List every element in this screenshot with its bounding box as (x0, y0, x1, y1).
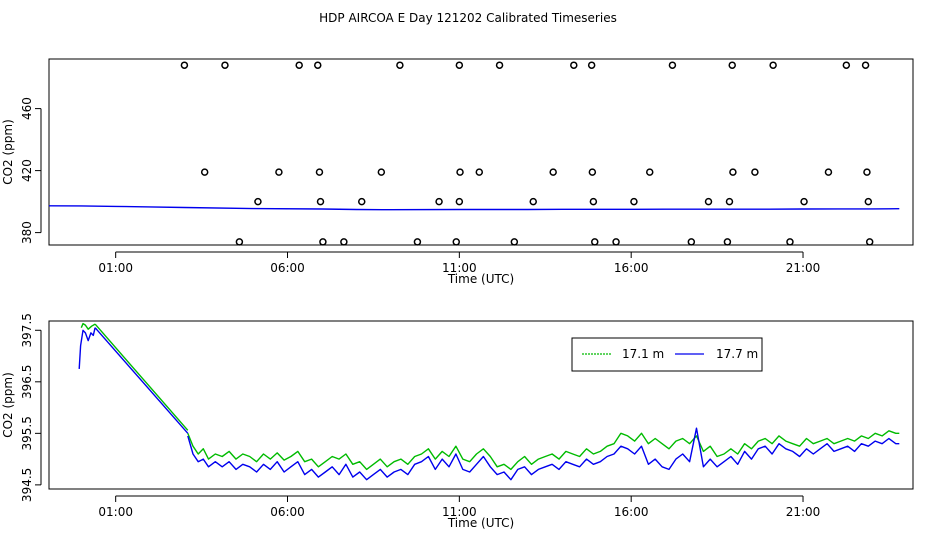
series-line-0 (48, 205, 900, 211)
data-point (235, 238, 244, 246)
legend-label-17-1m: 17.1 m (622, 347, 664, 361)
plot-frame (48, 58, 914, 246)
data-point (587, 61, 596, 69)
data-point (549, 168, 557, 176)
data-point (180, 61, 189, 69)
data-point (728, 61, 736, 69)
x-tick-label: 06:00 (270, 505, 305, 519)
data-point (435, 197, 443, 206)
x-tick-label: 11:00 (442, 261, 477, 275)
data-point (588, 168, 597, 176)
legend: 17.1 m 17.7 m (571, 337, 763, 372)
y-axis-label: CO2 (ppm) (1, 119, 15, 185)
data-point (475, 168, 484, 176)
data-point (751, 168, 759, 176)
data-point (687, 238, 696, 246)
data-point (704, 197, 713, 206)
data-point (452, 238, 461, 246)
data-point (319, 238, 327, 246)
data-point (786, 238, 794, 246)
y-tick-label: 395.5 (20, 416, 34, 450)
data-point (200, 168, 209, 176)
data-point (529, 197, 537, 206)
data-point (413, 238, 422, 246)
data-point (800, 197, 808, 206)
data-point (295, 61, 303, 69)
data-point (377, 168, 386, 176)
x-tick-label: 21:00 (786, 261, 821, 275)
data-point (570, 61, 578, 69)
x-tick-label: 11:00 (442, 505, 477, 519)
x-tick-label: 16:00 (614, 261, 649, 275)
x-tick-label: 21:00 (786, 505, 821, 519)
series-line-17-1-m (187, 430, 900, 471)
data-point (769, 61, 777, 69)
series-line-17-7-m (187, 427, 900, 481)
y-tick-label: 396.5 (20, 365, 34, 399)
data-point (589, 197, 598, 206)
data-point (668, 61, 677, 69)
data-point (456, 168, 464, 176)
data-point (842, 61, 851, 69)
top-scatter-panel: 01:00 06:00 11:00 16:00 21:00 Time (UTC) 380 42… (1, 58, 914, 286)
data-point (510, 238, 519, 246)
y-tick-label: 380 (20, 221, 34, 244)
data-point (725, 197, 734, 206)
series-line-17-7-m (78, 327, 96, 369)
data-point (315, 168, 324, 176)
series-line-17-1-m (80, 322, 96, 330)
data-point (254, 197, 262, 206)
plot-frame (48, 320, 914, 490)
series-line-17-1-m (94, 323, 189, 431)
y-tick-label: 397.5 (20, 313, 34, 347)
data-point (396, 61, 404, 69)
figure-title: HDP AIRCOA E Day 121202 Calibrated Times… (319, 11, 617, 25)
data-point (275, 168, 283, 176)
y-tick-label: 460 (20, 97, 34, 120)
data-point (630, 197, 638, 206)
data-point (865, 238, 874, 246)
y-tick-label: 420 (20, 159, 34, 182)
x-tick-label: 16:00 (614, 505, 649, 519)
legend-label-17-7m: 17.7 m (716, 347, 758, 361)
data-point (824, 168, 833, 176)
data-point (864, 197, 873, 206)
data-point (645, 168, 654, 176)
x-tick-label: 06:00 (270, 261, 305, 275)
data-point (723, 238, 732, 246)
data-point (357, 197, 366, 206)
data-point (495, 61, 504, 69)
data-point (314, 61, 322, 69)
y-axis-label: CO2 (ppm) (1, 372, 15, 438)
x-axis-label: Time (UTC) (447, 516, 514, 530)
data-point (455, 61, 464, 69)
x-tick-label: 01:00 (98, 261, 133, 275)
data-point (863, 168, 871, 176)
data-point (861, 61, 870, 69)
data-point (612, 238, 620, 246)
bottom-line-panel: 01:00 06:00 11:00 16:00 21:00 Time (UTC) 394.5… (1, 313, 914, 530)
y-tick-label: 394.5 (20, 468, 34, 502)
series-line-17-7-m (94, 327, 189, 434)
data-point (591, 238, 599, 246)
x-tick-label: 01:00 (98, 505, 133, 519)
x-axis-label: Time (UTC) (447, 272, 514, 286)
data-point (729, 168, 737, 176)
data-point (316, 197, 325, 206)
data-point (455, 197, 464, 206)
data-point (221, 61, 229, 69)
data-point (340, 238, 348, 246)
